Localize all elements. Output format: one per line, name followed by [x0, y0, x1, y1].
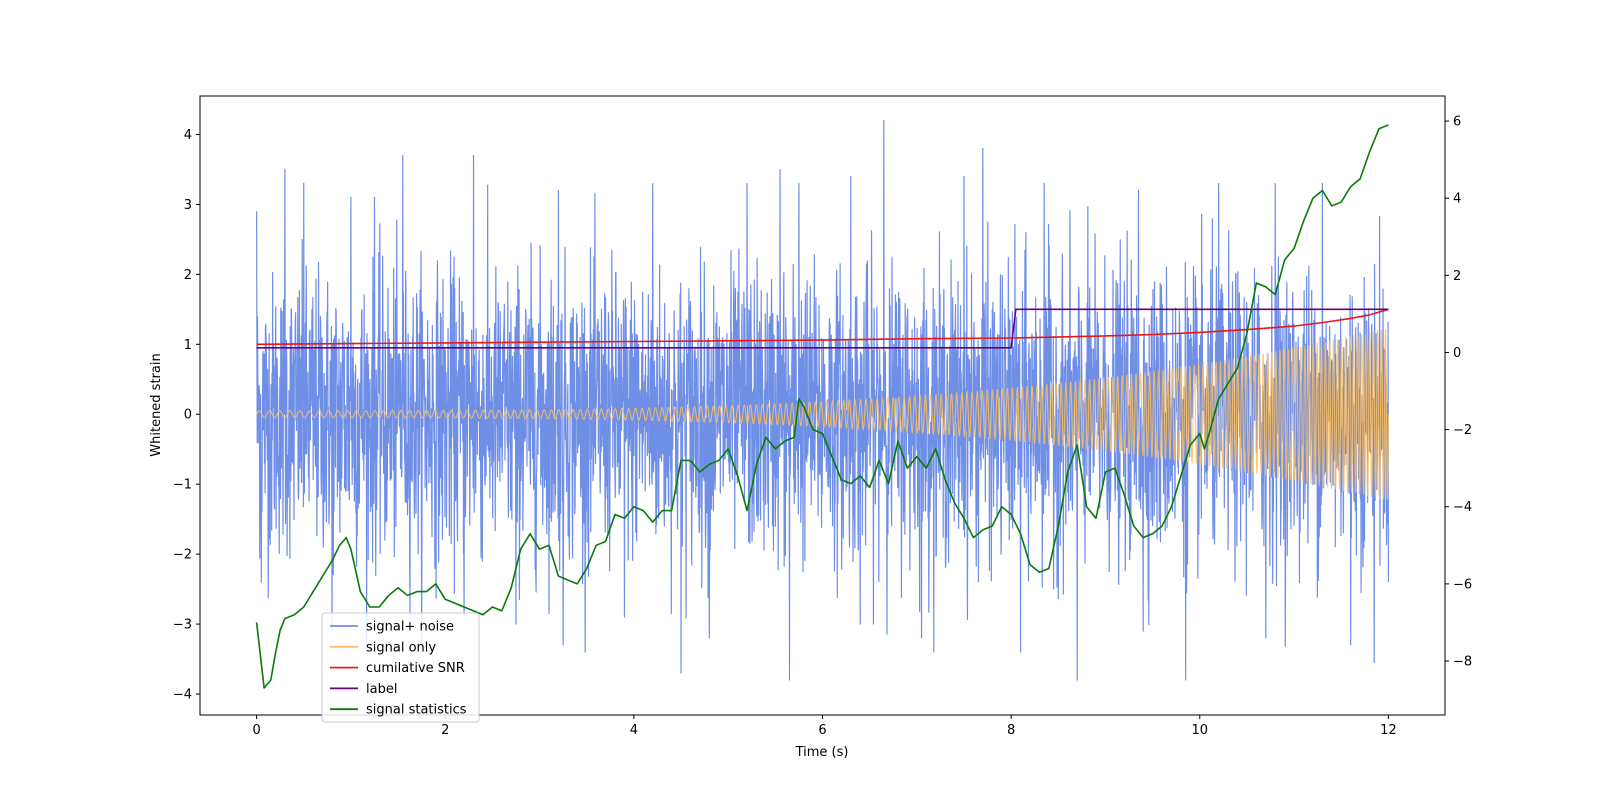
y-tick-label: 4 [184, 128, 192, 143]
y2-tick-label: −8 [1453, 655, 1472, 670]
x-axis-label: Time (s) [795, 745, 849, 760]
y-axis-left: −4 −3 −2 −1 0 1 2 3 4 [173, 128, 200, 703]
x-tick-label: 8 [1007, 723, 1015, 738]
legend-label: cumilative SNR [366, 661, 465, 676]
legend-label: signal+ noise [366, 620, 454, 635]
x-tick-label: 2 [441, 723, 449, 738]
y-tick-label: −4 [173, 688, 192, 703]
legend-label: signal only [366, 640, 436, 655]
y2-tick-label: −2 [1453, 423, 1472, 438]
x-tick-label: 4 [630, 723, 638, 738]
y-axis-right: −8 −6 −4 −2 0 2 4 6 [1445, 115, 1472, 670]
y-tick-label: 2 [184, 268, 192, 283]
y-tick-label: 0 [184, 408, 192, 423]
y2-tick-label: 0 [1453, 346, 1461, 361]
x-tick-label: 10 [1191, 723, 1208, 738]
series-label [256, 308, 1389, 349]
y2-tick-label: −4 [1453, 500, 1472, 515]
y2-tick-label: −6 [1453, 577, 1472, 592]
series-signal-statistics [255, 124, 1389, 689]
y2-tick-label: 2 [1453, 269, 1461, 284]
series-signal-only [256, 328, 1389, 500]
x-tick-label: 0 [252, 723, 260, 738]
x-tick-label: 12 [1380, 723, 1397, 738]
x-tick-label: 6 [818, 723, 826, 738]
y-tick-label: −2 [173, 548, 192, 563]
y2-tick-label: 6 [1453, 115, 1461, 130]
legend: signal+ noise signal only cumilative SNR la… [321, 612, 480, 723]
y-tick-label: 1 [184, 338, 192, 353]
series-layer [255, 119, 1390, 689]
legend-label: signal statistics [366, 703, 467, 718]
y-tick-label: −1 [173, 478, 192, 493]
series-cumilative-snr [256, 308, 1389, 346]
legend-label: label [366, 682, 397, 697]
y-axis-label: Whitened strain [149, 353, 164, 456]
y-tick-label: 3 [184, 198, 192, 213]
y-tick-label: −3 [173, 618, 192, 633]
legend-box [321, 612, 480, 723]
y2-tick-label: 4 [1453, 192, 1461, 207]
